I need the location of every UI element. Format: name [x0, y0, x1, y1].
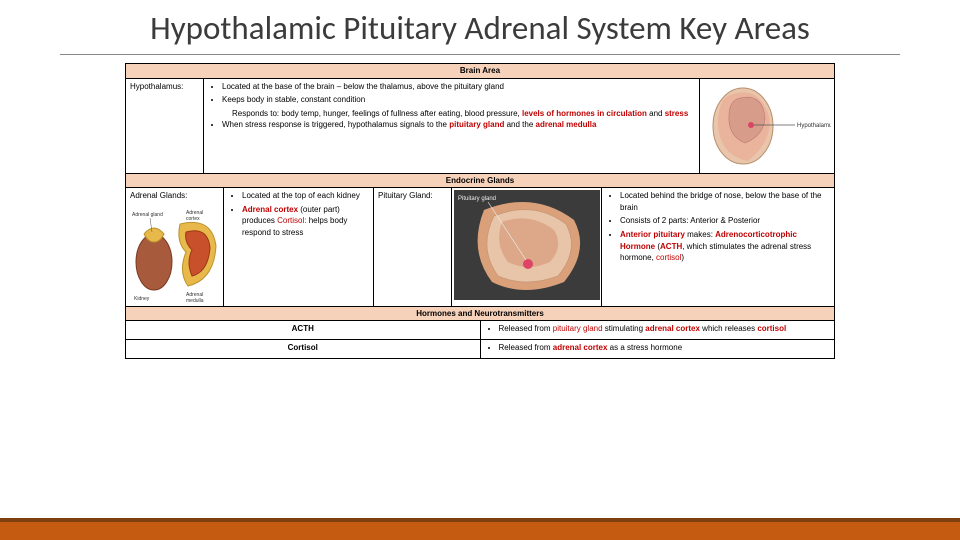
- label-adrenal: Adrenal Glands: Adrenal gland Kidney Adr…: [126, 188, 224, 306]
- svg-text:medulla: medulla: [186, 298, 204, 304]
- label-hypothalamus: Hypothalamus:: [126, 79, 204, 173]
- bullet: When stress response is triggered, hypot…: [222, 119, 695, 131]
- section-header-hormones: Hormones and Neurotransmitters: [126, 307, 834, 322]
- label-pituitary: Pituitary Gland:: [374, 188, 452, 306]
- page-title: Hypothalamic Pituitary Adrenal System Ke…: [140, 10, 820, 48]
- svg-text:Pituitary gland: Pituitary gland: [458, 196, 496, 202]
- svg-text:Kidney: Kidney: [134, 296, 150, 302]
- svg-text:cortex: cortex: [186, 216, 200, 222]
- img-label-hypothalamus: Hypothalamus: [797, 123, 831, 129]
- row-hypothalamus: Hypothalamus: Located at the base of the…: [126, 79, 834, 174]
- svg-text:Adrenal gland: Adrenal gland: [132, 212, 163, 218]
- illustration-adrenal: Adrenal gland Kidney Adrenal cortex Adre…: [130, 204, 220, 304]
- bullet: Released from pituitary gland stimulatin…: [499, 323, 831, 335]
- bullet: Located behind the bridge of nose, below…: [620, 190, 830, 213]
- footer-bar: [0, 518, 960, 540]
- illustration-head: Hypothalamus: [699, 79, 834, 173]
- content-pituitary: Located behind the bridge of nose, below…: [602, 188, 834, 306]
- content-table: Brain Area Hypothalamus: Located at the …: [125, 63, 835, 359]
- bullet: Adrenal cortex (outer part) produces Cor…: [242, 204, 369, 239]
- label-acth: ACTH: [126, 321, 481, 339]
- content-cortisol: Released from adrenal cortex as a stress…: [481, 340, 835, 358]
- bullet-indent: Responds to: body temp, hunger, feelings…: [208, 108, 695, 120]
- row-cortisol: Cortisol Released from adrenal cortex as…: [126, 340, 834, 358]
- bullet: Consists of 2 parts: Anterior & Posterio…: [620, 215, 830, 227]
- bullet: Keeps body in stable, constant condition: [222, 94, 695, 106]
- content-adrenal: Located at the top of each kidney Adrena…: [224, 188, 374, 306]
- row-endocrine: Adrenal Glands: Adrenal gland Kidney Adr…: [126, 188, 834, 307]
- section-header-brain: Brain Area: [126, 64, 834, 79]
- bullet: Located at the base of the brain – below…: [222, 81, 695, 93]
- content-acth: Released from pituitary gland stimulatin…: [481, 321, 835, 339]
- bullet: Anterior pituitary makes: Adrenocorticot…: [620, 229, 830, 264]
- content-hypothalamus: Located at the base of the brain – below…: [204, 79, 699, 173]
- illustration-pituitary: Pituitary gland: [452, 188, 602, 306]
- bullet: Released from adrenal cortex as a stress…: [499, 342, 831, 354]
- bullet: Located at the top of each kidney: [242, 190, 369, 202]
- label-cortisol: Cortisol: [126, 340, 481, 358]
- row-acth: ACTH Released from pituitary gland stimu…: [126, 321, 834, 340]
- section-header-endocrine: Endocrine Glands: [126, 174, 834, 189]
- title-block: Hypothalamic Pituitary Adrenal System Ke…: [60, 0, 900, 55]
